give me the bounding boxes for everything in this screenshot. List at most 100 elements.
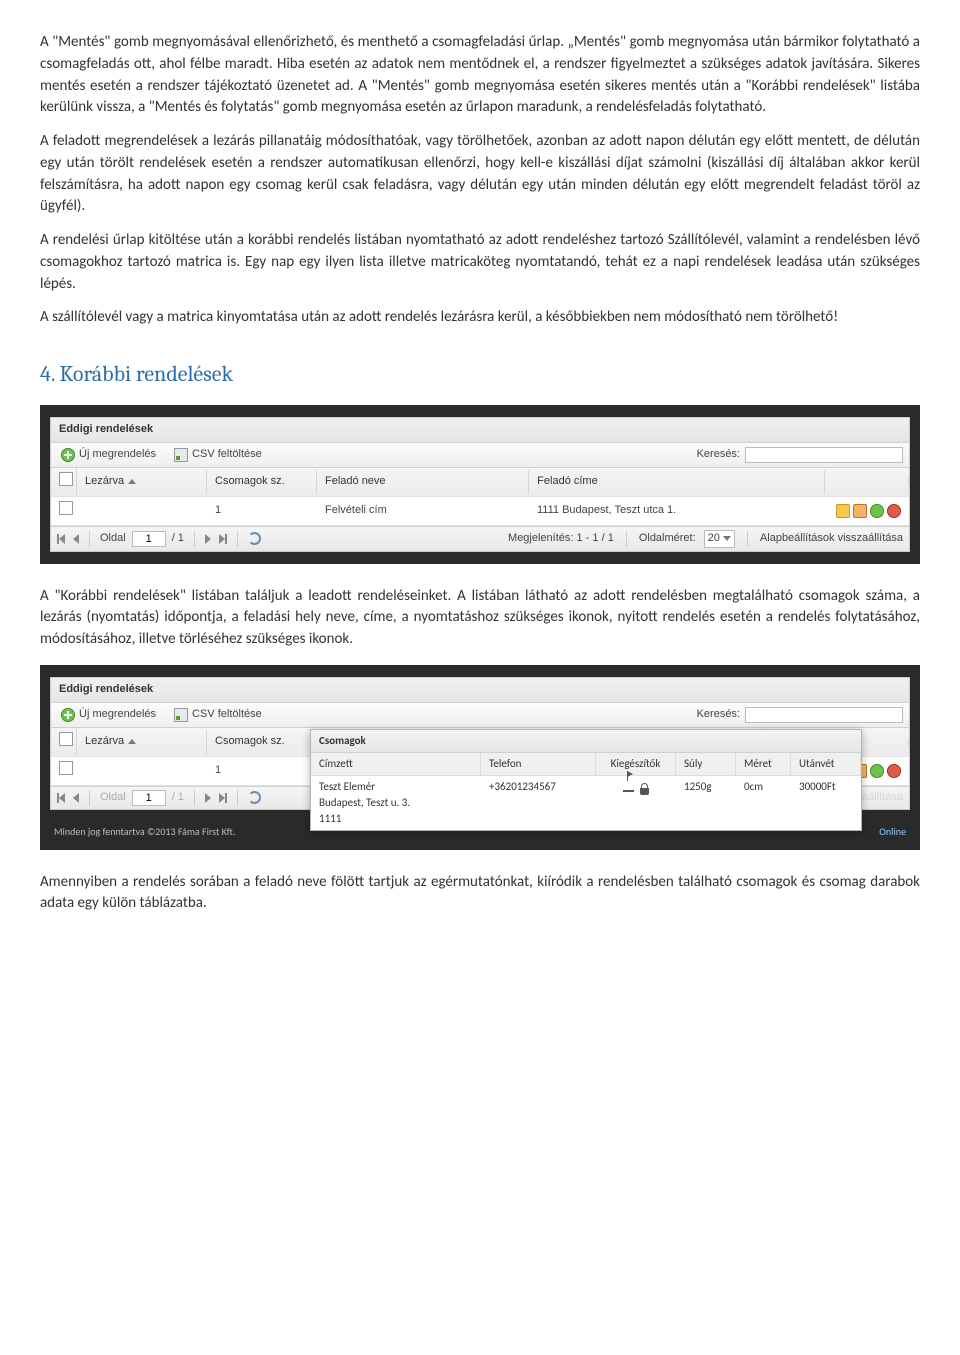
orders-panel: Eddigi rendelések Új megrendelés CSV fel… bbox=[50, 417, 910, 552]
footer-copyright: Minden jog fenntartva ©2013 Fáma First K… bbox=[54, 825, 235, 840]
page-first-icon[interactable] bbox=[57, 793, 67, 803]
tt-cimzett-line2: Budapest, Teszt u. 3. bbox=[319, 795, 473, 811]
col-felado-cime[interactable]: Feladó címe bbox=[529, 470, 825, 494]
row-checkbox[interactable] bbox=[59, 501, 73, 515]
page-input[interactable] bbox=[132, 531, 166, 547]
delete-icon[interactable] bbox=[887, 504, 901, 518]
page-size-select[interactable]: 20 bbox=[704, 530, 735, 548]
pager-oldal-label: Oldal bbox=[100, 790, 126, 806]
add-icon bbox=[61, 708, 75, 722]
add-icon bbox=[61, 448, 75, 462]
tt-cell-cimzett: Teszt Elemér Budapest, Teszt u. 3. 1111 bbox=[311, 776, 481, 830]
page-last-icon[interactable] bbox=[217, 534, 227, 544]
page-next-icon[interactable] bbox=[205, 793, 211, 803]
footer-online: Online bbox=[879, 825, 906, 840]
col-lezarva-label: Lezárva bbox=[85, 474, 124, 490]
search-label: Keresés: bbox=[697, 447, 740, 463]
new-order-label: Új megrendelés bbox=[79, 707, 156, 723]
paragraph-6: Amennyiben a rendelés sorában a feladó n… bbox=[40, 872, 920, 916]
page-size-value: 20 bbox=[708, 531, 720, 547]
packages-tooltip: Csomagok Címzett Telefon Kiegészítők Súl… bbox=[310, 729, 862, 831]
panel-title-2: Eddigi rendelések bbox=[51, 678, 909, 703]
paragraph-4: A szállítólevél vagy a matrica kinyomtat… bbox=[40, 307, 920, 329]
table-row[interactable]: 1 Felvételi cím 1111 Budapest, Teszt utc… bbox=[51, 497, 909, 526]
lock-icon bbox=[640, 788, 649, 795]
page-last-icon[interactable] bbox=[217, 793, 227, 803]
edit-icon[interactable] bbox=[870, 504, 884, 518]
tt-cimzett-line3: 1111 bbox=[319, 811, 473, 827]
tt-col-cimzett: Címzett bbox=[311, 753, 481, 775]
cell-csomagok-2: 1 bbox=[207, 759, 317, 783]
reset-settings-link[interactable]: Alapbeállítások visszaállítása bbox=[760, 531, 903, 547]
search-input-2[interactable] bbox=[745, 707, 903, 723]
col-csomagok[interactable]: Csomagok sz. bbox=[207, 470, 317, 494]
col-csomagok-2[interactable]: Csomagok sz. bbox=[207, 730, 317, 754]
cell-felado-neve: Felvételi cím bbox=[317, 499, 529, 523]
cell-csomagok: 1 bbox=[207, 499, 317, 523]
tt-cell-kieg bbox=[596, 776, 676, 830]
col-lezarva[interactable]: Lezárva bbox=[77, 470, 207, 494]
tt-cimzett-line1: Teszt Elemér bbox=[319, 779, 473, 795]
col-felado-neve[interactable]: Feladó neve bbox=[317, 470, 529, 494]
cell-felado-cime: 1111 Budapest, Teszt utca 1. bbox=[529, 499, 825, 523]
search-input[interactable] bbox=[745, 447, 903, 463]
tooltip-row: Teszt Elemér Budapest, Teszt u. 3. 1111 … bbox=[311, 776, 861, 830]
new-order-button-2[interactable]: Új megrendelés bbox=[57, 706, 160, 724]
pager-oldal-label: Oldal bbox=[100, 531, 126, 547]
refresh-icon[interactable] bbox=[248, 532, 261, 545]
sort-asc-icon bbox=[128, 479, 136, 484]
page-prev-icon[interactable] bbox=[73, 534, 79, 544]
pager-display-label: Megjelenítés: 1 - 1 / 1 bbox=[508, 531, 614, 547]
csv-upload-button[interactable]: CSV feltöltése bbox=[170, 446, 266, 464]
csv-upload-label: CSV feltöltése bbox=[192, 447, 262, 463]
tt-col-suly: Súly bbox=[676, 753, 736, 775]
col-lezarva-2[interactable]: Lezárva bbox=[77, 730, 207, 754]
csv-icon bbox=[174, 708, 188, 722]
screenshot-2: Eddigi rendelések Új megrendelés CSV fel… bbox=[40, 665, 920, 850]
tooltip-header: Címzett Telefon Kiegészítők Súly Méret U… bbox=[311, 753, 861, 776]
paragraph-5: A "Korábbi rendelések" listában találjuk… bbox=[40, 586, 920, 651]
csv-upload-label: CSV feltöltése bbox=[192, 707, 262, 723]
dropdown-icon bbox=[723, 536, 731, 541]
tt-cell-telefon: +36201234567 bbox=[481, 776, 596, 830]
pager-of-label: / 1 bbox=[172, 790, 184, 806]
paragraph-1: A "Mentés" gomb megnyomásával ellenőrizh… bbox=[40, 32, 920, 119]
panel-toolbar-2: Új megrendelés CSV feltöltése Keresés: bbox=[51, 703, 909, 728]
delete-icon[interactable] bbox=[887, 764, 901, 778]
tooltip-title: Csomagok bbox=[311, 730, 861, 753]
select-all-checkbox[interactable] bbox=[59, 472, 73, 486]
col-lezarva-label: Lezárva bbox=[85, 734, 124, 750]
pager-size-label: Oldalméret: bbox=[639, 531, 696, 547]
page-next-icon[interactable] bbox=[205, 534, 211, 544]
paragraph-2: A feladott megrendelések a lezárás pilla… bbox=[40, 131, 920, 218]
pager-of-label: / 1 bbox=[172, 531, 184, 547]
tt-cell-meret: 0cm bbox=[736, 776, 791, 830]
edit-icon[interactable] bbox=[870, 764, 884, 778]
row-checkbox-2[interactable] bbox=[59, 761, 73, 775]
csv-icon bbox=[174, 448, 188, 462]
panel-title: Eddigi rendelések bbox=[51, 418, 909, 443]
tt-col-utanvet: Utánvét bbox=[791, 753, 861, 775]
paragraph-3: A rendelési űrlap kitöltése után a koráb… bbox=[40, 230, 920, 295]
grid-header: Lezárva Csomagok sz. Feladó neve Feladó … bbox=[51, 468, 909, 497]
print-label-icon[interactable] bbox=[836, 504, 850, 518]
panel-toolbar: Új megrendelés CSV feltöltése Keresés: bbox=[51, 443, 909, 468]
pager: Oldal / 1 Megjelenítés: 1 - 1 / 1 Oldalm… bbox=[51, 526, 909, 551]
csv-upload-button-2[interactable]: CSV feltöltése bbox=[170, 706, 266, 724]
tt-col-meret: Méret bbox=[736, 753, 791, 775]
tt-col-kieg: Kiegészítők bbox=[596, 753, 676, 775]
screenshot-1: Eddigi rendelések Új megrendelés CSV fel… bbox=[40, 405, 920, 564]
section-heading: 4. Korábbi rendelések bbox=[40, 359, 920, 391]
refresh-icon[interactable] bbox=[248, 791, 261, 804]
sort-asc-icon bbox=[128, 739, 136, 744]
page-prev-icon[interactable] bbox=[73, 793, 79, 803]
new-order-label: Új megrendelés bbox=[79, 447, 156, 463]
search-label: Keresés: bbox=[697, 707, 740, 723]
page-first-icon[interactable] bbox=[57, 534, 67, 544]
print-sticker-icon[interactable] bbox=[853, 504, 867, 518]
new-order-button[interactable]: Új megrendelés bbox=[57, 446, 160, 464]
page-input-2[interactable] bbox=[132, 790, 166, 806]
flag-icon bbox=[623, 779, 634, 792]
tt-cell-utanvet: 30000Ft bbox=[791, 776, 861, 830]
select-all-checkbox-2[interactable] bbox=[59, 732, 73, 746]
